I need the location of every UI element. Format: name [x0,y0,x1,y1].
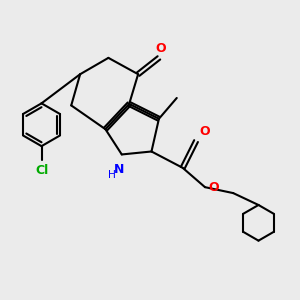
Text: N: N [114,163,124,176]
Text: H: H [108,170,116,180]
Text: O: O [208,181,219,194]
Text: O: O [155,42,166,55]
Text: O: O [199,125,210,138]
Text: Cl: Cl [35,164,48,177]
